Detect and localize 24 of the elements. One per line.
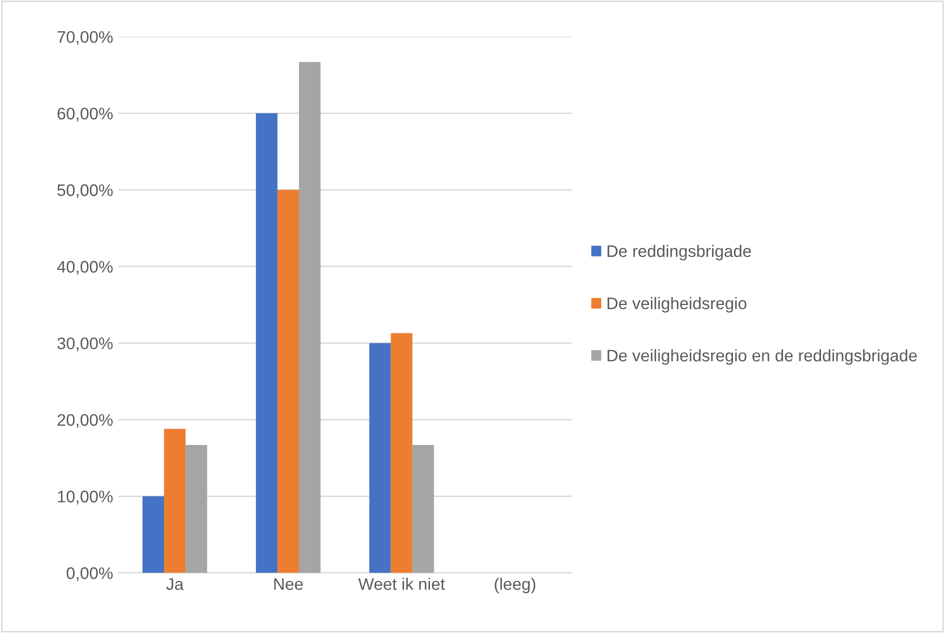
bar <box>142 496 164 573</box>
bar <box>369 343 391 573</box>
x-tick-label: (leeg) <box>494 578 536 594</box>
y-tick-label: 70,00% <box>58 31 113 45</box>
bar <box>186 444 208 573</box>
bar <box>390 333 412 573</box>
bar <box>412 444 434 573</box>
legend-label: De veiligheidsregio <box>608 297 746 313</box>
legend-label: De veiligheidsregio en de reddingsbrigade <box>608 349 917 365</box>
y-tick-label: 30,00% <box>57 337 113 352</box>
x-tick-label: Ja <box>166 578 184 590</box>
bar <box>277 190 299 573</box>
x-tick-label: Weet ik niet <box>358 578 445 590</box>
y-tick-label: 0,00% <box>66 567 113 582</box>
y-tick-label: 20,00% <box>58 414 113 428</box>
y-tick-label: 50,00% <box>57 184 113 198</box>
x-tick-label: Nee <box>274 578 303 590</box>
y-tick-label: 40,00% <box>57 260 113 275</box>
bar <box>256 113 278 573</box>
legend-label: De reddingsbrigade <box>608 244 751 260</box>
y-tick-label: 60,00% <box>58 108 113 122</box>
bar <box>299 62 321 573</box>
bar <box>164 428 186 573</box>
y-tick-label: 10,00% <box>58 490 113 504</box>
